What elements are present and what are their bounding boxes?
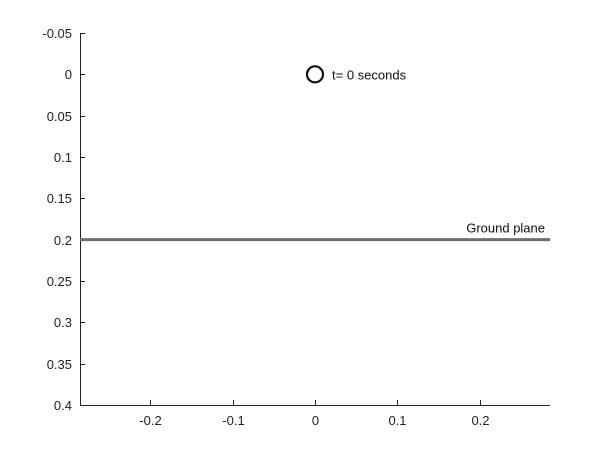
x-tick-label: 0.2	[471, 413, 489, 428]
y-tick-label: 0.15	[47, 191, 72, 206]
x-tick-label: 0.1	[388, 413, 406, 428]
data-point-marker	[305, 65, 325, 84]
x-tick-label: 0	[312, 413, 319, 428]
y-tick-label: 0.2	[54, 233, 72, 248]
x-tick-label: -0.2	[139, 413, 161, 428]
x-ticks: -0.2 -0.1 0 0.1 0.2	[139, 400, 490, 428]
y-tick-label: 0.05	[47, 109, 72, 124]
time-label: t= 0 seconds	[332, 67, 407, 82]
x-tick-label: -0.1	[222, 413, 244, 428]
y-tick-label: -0.05	[42, 26, 72, 41]
y-tick-label: 0.3	[54, 315, 72, 330]
y-ticks: -0.05 0 0.05 0.1 0.15 0.2 0.25 0.3 0.35 0.4	[42, 26, 85, 413]
plot-area: Ground plane t= 0 seconds	[80, 65, 550, 242]
y-tick-label: 0.25	[47, 274, 72, 289]
y-tick-label: 0	[65, 67, 72, 82]
y-tick-label: 0.1	[54, 150, 72, 165]
axes	[80, 33, 550, 406]
y-tick-label: 0.4	[54, 398, 72, 413]
ground-plane-label: Ground plane	[466, 221, 545, 236]
y-tick-label: 0.35	[47, 357, 72, 372]
